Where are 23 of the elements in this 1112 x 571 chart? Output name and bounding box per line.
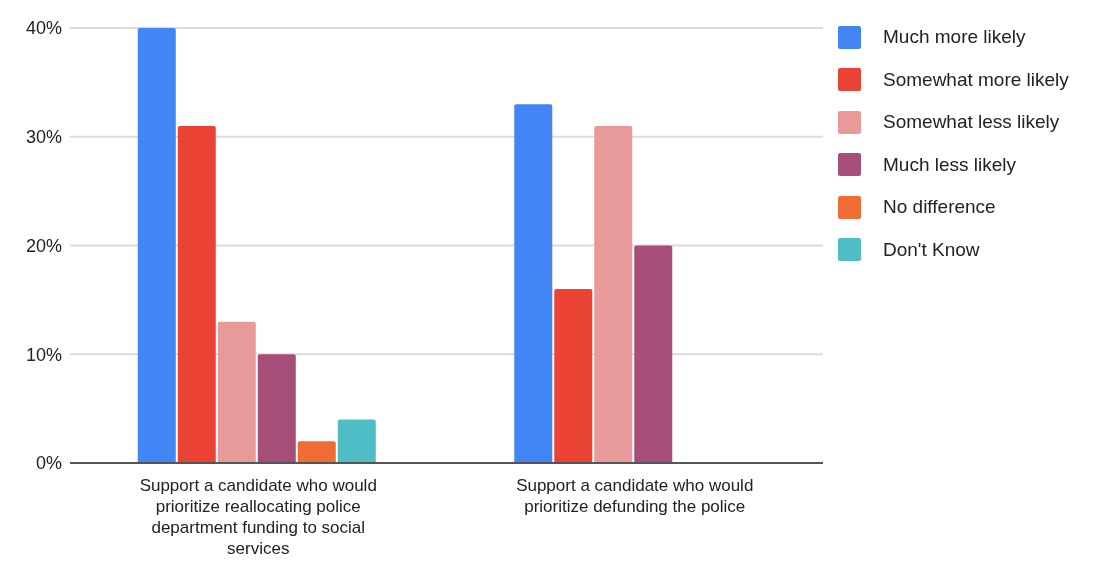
y-tick-label: 20% — [25, 235, 62, 256]
bar — [217, 321, 256, 463]
y-tick-label: 30% — [25, 127, 62, 148]
y-tick-label: 0% — [35, 453, 62, 474]
legend-label: No difference — [883, 196, 996, 219]
bar — [514, 104, 553, 463]
legend-label: Much more likely — [883, 26, 1026, 49]
legend-label: Somewhat less likely — [883, 111, 1060, 134]
y-tick-label: 10% — [25, 344, 62, 365]
bar — [337, 419, 376, 463]
bar — [594, 125, 633, 463]
x-tick-label: Support a candidate who would prioritize defunding the police — [516, 476, 754, 516]
bar — [177, 125, 216, 463]
bar — [257, 354, 296, 463]
legend-label: Don't Know — [883, 238, 980, 261]
bar — [297, 441, 336, 463]
x-tick-label: Support a candidate who would prioritize reallocating police department funding to social services — [139, 476, 377, 558]
bar — [554, 289, 593, 463]
legend-label: Much less likely — [883, 153, 1017, 176]
legend-label: Somewhat more likely — [883, 68, 1069, 91]
y-tick-label: 40% — [25, 18, 62, 39]
bar — [137, 28, 176, 463]
bar — [634, 245, 673, 463]
